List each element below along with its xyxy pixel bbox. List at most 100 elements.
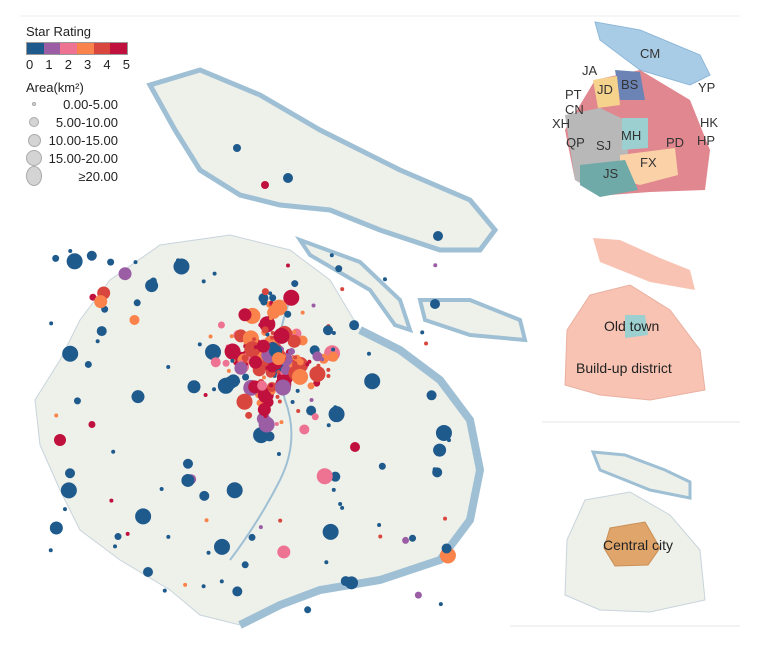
- scenic-spot-point: [208, 334, 213, 339]
- scenic-spot-point: [89, 293, 97, 301]
- district-label-hk: HK: [700, 115, 719, 130]
- scenic-spot-point: [349, 320, 360, 331]
- inset2-chongming: [593, 238, 695, 290]
- scenic-spot-point: [257, 403, 271, 417]
- scenic-spot-point: [326, 423, 331, 428]
- scenic-spot-point: [290, 399, 295, 404]
- scenic-spot-point: [219, 579, 224, 584]
- scenic-spot-point: [267, 362, 278, 373]
- central-city-label: Central city: [603, 537, 674, 553]
- scenic-spot-point: [340, 576, 351, 587]
- scenic-spot-point: [133, 299, 141, 307]
- scenic-spot-point: [326, 367, 331, 372]
- scenic-spot-point: [307, 382, 315, 390]
- scenic-spot-point: [253, 345, 258, 350]
- district-label-ja: JA: [582, 63, 598, 78]
- scenic-spot-point: [203, 392, 208, 397]
- scenic-spot-point: [66, 253, 83, 270]
- scenic-spot-point: [241, 354, 249, 362]
- scenic-spot-point: [199, 490, 210, 501]
- inset-fx: [620, 148, 678, 185]
- scenic-spot-point: [84, 360, 92, 368]
- scenic-spot-point: [223, 376, 237, 390]
- scenic-spot-point: [86, 250, 97, 261]
- area-circle-icon: [26, 150, 42, 166]
- scenic-spot-point: [268, 316, 273, 321]
- scenic-spot-point: [277, 545, 291, 559]
- star-rating-colorbar: [26, 42, 128, 55]
- scenic-spot-point: [276, 451, 281, 456]
- scenic-spot-point: [364, 373, 381, 390]
- scenic-spot-point: [261, 326, 269, 334]
- scenic-spot-point: [111, 449, 116, 454]
- colorbar-swatch-1: [43, 43, 61, 54]
- scenic-spot-point: [287, 347, 295, 355]
- area-legend: 0.00-5.00 5.00-10.00 10.00-15.00 15.00-20.0…: [26, 95, 130, 186]
- scenic-spot-point: [435, 424, 452, 441]
- scenic-spot-point: [248, 533, 256, 541]
- scenic-spot-point: [249, 355, 263, 369]
- area-title: Area(km²): [26, 80, 84, 95]
- star-tick: 4: [103, 57, 111, 72]
- scenic-spot-point: [433, 231, 443, 241]
- scenic-spot-point: [306, 405, 317, 416]
- scenic-spot-point: [292, 368, 309, 385]
- area-circle-icon: [32, 102, 36, 106]
- scenic-spot-point: [68, 248, 73, 253]
- scenic-spot-point: [265, 332, 270, 337]
- scenic-spot-point: [49, 521, 63, 535]
- colorbar-swatch-0: [27, 43, 44, 54]
- district-label-xh: XH: [552, 116, 571, 131]
- star-rating-title: Star Rating: [26, 24, 92, 39]
- scenic-spot-point: [382, 277, 387, 282]
- district-label-bs: BS: [621, 77, 639, 92]
- scenic-spot-point: [446, 438, 451, 443]
- scenic-spot-point: [269, 335, 274, 340]
- scenic-spot-point: [261, 288, 269, 296]
- scenic-spot-point: [173, 258, 190, 275]
- scenic-spot-point: [402, 536, 410, 544]
- scenic-spot-point: [149, 277, 157, 285]
- scenic-spot-point: [181, 473, 195, 487]
- scenic-spot-point: [252, 337, 257, 342]
- scenic-spot-point: [366, 351, 371, 356]
- scenic-spot-point: [274, 379, 291, 396]
- scenic-spot-point: [256, 339, 270, 353]
- scenic-spot-point: [245, 411, 253, 419]
- scenic-spot-point: [414, 591, 422, 599]
- scenic-spot-point: [291, 280, 299, 288]
- scenic-spot-point: [258, 416, 275, 433]
- scenic-spot-point: [182, 458, 193, 469]
- scenic-spot-point: [331, 331, 336, 336]
- scenic-spot-point: [284, 310, 292, 318]
- star-tick: 2: [64, 57, 72, 72]
- scenic-spot-point: [276, 370, 281, 375]
- scenic-spot-point: [54, 413, 59, 418]
- scenic-spot-point: [299, 424, 310, 435]
- scenic-spot-point: [166, 534, 171, 539]
- scenic-spot-point: [424, 341, 429, 346]
- district-label-sj: SJ: [596, 138, 612, 153]
- scenic-spot-point: [49, 321, 54, 326]
- buildup-district-label: Build-up district: [576, 360, 672, 376]
- scenic-spot-point: [258, 525, 263, 530]
- scenic-spot-point: [210, 357, 221, 368]
- scenic-spot-point: [338, 502, 343, 507]
- old-town-label: Old town: [604, 318, 660, 334]
- colorbar-swatch-5: [110, 43, 128, 54]
- scenic-spot-point: [312, 351, 323, 362]
- scenic-spot-point: [420, 330, 425, 335]
- scenic-spot-point: [279, 420, 284, 425]
- scenic-spot-point: [269, 383, 274, 388]
- scenic-spot-point: [378, 534, 383, 539]
- scenic-spot-point: [242, 373, 250, 381]
- scenic-spot-point: [292, 329, 297, 334]
- scenic-spot-point: [269, 294, 277, 302]
- scenic-spot-point: [52, 254, 60, 262]
- star-tick: 1: [45, 57, 53, 72]
- scenic-spot-point: [296, 358, 304, 366]
- scenic-spot-point: [426, 390, 437, 401]
- scenic-spot-point: [296, 409, 301, 414]
- scenic-spot-point: [113, 544, 118, 549]
- scenic-spot-point: [300, 310, 305, 315]
